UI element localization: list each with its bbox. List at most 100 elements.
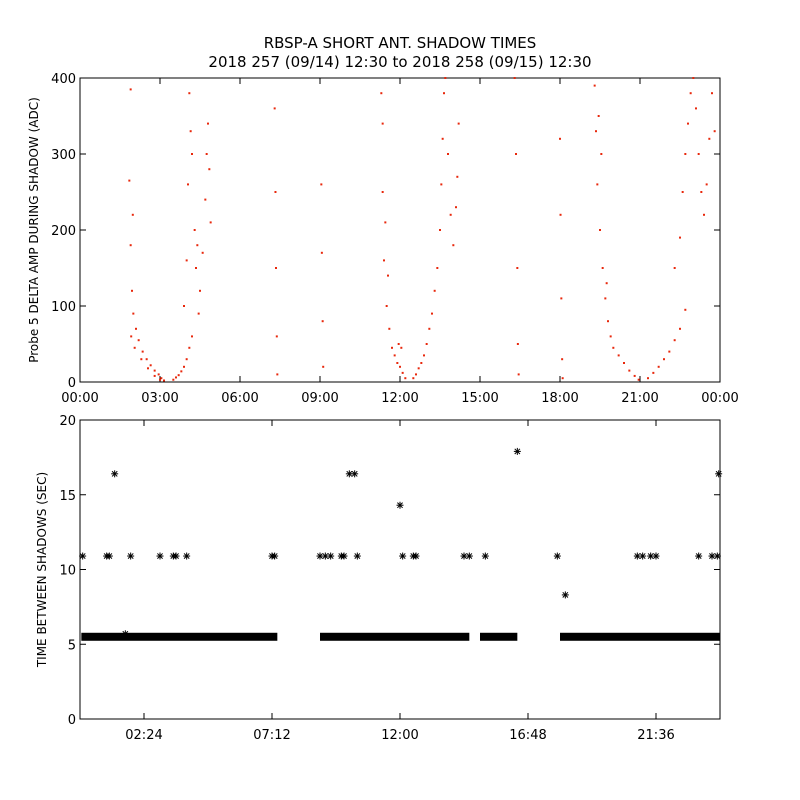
amp-data-point <box>657 365 660 368</box>
amp-data-point <box>700 191 703 193</box>
amp-data-point <box>140 358 143 361</box>
amp-data-point <box>131 213 134 216</box>
amp-data-point <box>517 373 520 376</box>
amp-data-point <box>599 229 601 231</box>
amp-data-point <box>195 267 197 269</box>
amp-data-point <box>397 343 400 345</box>
amp-data-point <box>191 335 193 338</box>
amp-data-point <box>131 289 133 292</box>
amp-data-point <box>447 153 449 155</box>
amp-data-point <box>703 213 705 216</box>
amp-data-point <box>663 358 665 361</box>
amp-data-point <box>428 327 431 330</box>
figure-title-line-2: 2018 257 (09/14) 12:30 to 2018 258 (09/1… <box>208 53 591 71</box>
shadow-data-point <box>412 552 420 560</box>
amp-data-point <box>275 335 278 338</box>
amp-data-point <box>180 370 183 373</box>
shadow-data-point <box>172 552 180 560</box>
amp-data-point <box>457 122 460 125</box>
amp-data-point <box>420 362 423 364</box>
amp-data-point <box>433 289 436 292</box>
shadow-data-point <box>396 501 404 509</box>
shadow-data-point <box>652 552 660 560</box>
amp-data-point <box>387 274 389 277</box>
amp-data-point <box>561 377 564 380</box>
x-tick-label: 07:12 <box>253 728 290 743</box>
y-tick-label: 100 <box>51 300 76 315</box>
time-between-shadows-plot: 02:24 07:12 12:00 16:48 21:36 0 5 10 15 20 TIME BE… <box>35 414 723 743</box>
amp-data-point <box>444 77 447 79</box>
amp-data-point <box>652 371 655 374</box>
amp-data-point <box>153 374 156 377</box>
amp-data-point <box>188 346 191 349</box>
amp-data-point <box>273 107 276 110</box>
amp-data-point <box>189 130 192 133</box>
amp-data-point <box>383 259 385 262</box>
amp-data-point <box>425 343 428 345</box>
shadow-data-point <box>353 552 361 560</box>
amp-data-point <box>452 244 455 247</box>
amp-data-point <box>623 362 625 364</box>
amp-data-point <box>381 122 384 125</box>
shadow-dense-band <box>81 632 278 641</box>
amp-data-point <box>695 107 697 110</box>
amp-data-point <box>141 350 144 353</box>
shadow-data-point <box>647 552 655 560</box>
amp-data-point <box>175 376 177 379</box>
amp-data-point <box>697 153 700 155</box>
y-tick-label: 5 <box>68 638 76 653</box>
amp-data-point <box>708 137 711 140</box>
amp-data-point <box>163 379 165 382</box>
amp-data-point <box>275 267 277 269</box>
shadow-data-point <box>715 470 723 478</box>
amp-data-point <box>559 213 562 216</box>
amp-data-point <box>157 373 160 376</box>
amp-data-point <box>456 175 459 178</box>
shadow-dense-band <box>560 632 720 641</box>
figure-title-line-1: RBSP-A SHORT ANT. SHADOW TIMES <box>264 34 537 52</box>
amp-data-point <box>404 377 407 380</box>
amp-data-point <box>673 339 676 342</box>
amp-data-point <box>391 346 393 349</box>
y-tick-label: 10 <box>59 564 76 579</box>
y-tick-label: 15 <box>59 489 76 504</box>
y-tick-label: 400 <box>51 72 76 87</box>
amp-data-point <box>593 84 596 87</box>
amp-data-point <box>149 364 152 367</box>
amp-data-point <box>276 373 279 376</box>
amp-data-point <box>441 137 444 140</box>
amp-data-point <box>197 312 200 315</box>
amp-data-point <box>679 327 681 330</box>
amp-data-point <box>668 350 671 353</box>
amp-data-point <box>449 213 452 216</box>
x-tick-label: 21:00 <box>621 391 658 406</box>
amp-data-point <box>137 339 140 342</box>
amp-data-point <box>516 267 519 269</box>
amp-data-point <box>393 354 396 357</box>
shadow-data-point <box>271 552 279 560</box>
amp-data-point <box>607 320 609 323</box>
amp-data-point <box>201 251 204 254</box>
x-tick-label: 16:48 <box>509 728 546 743</box>
y-axis-label: TIME BETWEEN SHADOWS (SEC) <box>35 472 49 668</box>
x-tick-label: 15:00 <box>461 391 498 406</box>
amp-data-point <box>135 327 137 330</box>
amp-data-point <box>172 378 175 381</box>
shadow-data-point <box>713 552 721 560</box>
amp-data-point <box>633 374 636 377</box>
amp-data-point <box>443 92 445 95</box>
amp-data-point <box>516 343 519 345</box>
x-tick-label: 12:00 <box>381 728 418 743</box>
amp-data-point <box>600 153 603 155</box>
amp-data-point <box>560 297 563 300</box>
amp-data-point <box>612 346 615 349</box>
amp-data-point <box>209 221 212 224</box>
delta-amp-plot: 00:00 03:00 06:00 09:00 12:00 15:00 18:00 21:00… <box>27 72 739 406</box>
amp-data-point <box>396 362 399 364</box>
shadow-data-point <box>156 552 164 560</box>
amp-data-point <box>381 191 384 193</box>
amp-data-point <box>380 92 383 95</box>
amp-data-point <box>597 115 600 117</box>
